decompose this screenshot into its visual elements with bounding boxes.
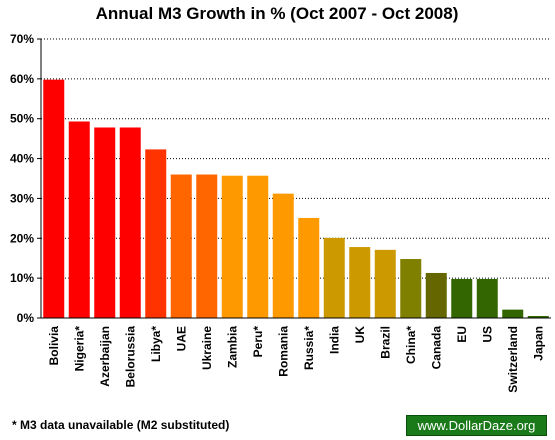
bar [298, 217, 320, 318]
bar [502, 309, 524, 318]
watermark-badge[interactable]: www.DollarDaze.org [406, 415, 547, 436]
y-axis: 0% 10% 20% 30% 40% 50% 60% 70% [10, 32, 42, 325]
y-tick-label: 50% [10, 112, 34, 126]
x-tick-label: UK [353, 326, 367, 344]
x-tick-label: Azerbaijan [98, 326, 112, 387]
x-tick-label: UAE [174, 326, 188, 351]
x-tick-label: Zambia [225, 326, 239, 368]
x-tick-label: Russia* [302, 326, 316, 370]
bar [349, 247, 371, 318]
x-tick-label: Nigeria* [72, 326, 86, 372]
x-tick-label: Switzerland [506, 326, 520, 393]
y-tick-label: 10% [10, 271, 34, 285]
bar [323, 237, 345, 318]
bar [247, 175, 269, 318]
bar [400, 259, 422, 318]
x-tick-label: EU [455, 326, 469, 343]
gridlines [41, 38, 551, 279]
x-tick-label: Japan [531, 326, 545, 361]
bar [272, 193, 294, 318]
bar [425, 272, 447, 318]
m3-growth-chart: Annual M3 Growth in % (Oct 2007 - Oct 20… [10, 4, 551, 393]
y-tick-label: 40% [10, 152, 34, 166]
bars [43, 79, 549, 319]
bar [527, 316, 549, 318]
x-tick-label: Romania [276, 326, 290, 377]
y-tick-label: 0% [17, 311, 35, 325]
bar [451, 278, 473, 318]
bar [145, 149, 167, 318]
footnote: * M3 data unavailable (M2 substituted) [12, 418, 230, 432]
chart-title: Annual M3 Growth in % (Oct 2007 - Oct 20… [96, 4, 459, 23]
x-tick-label: Peru* [251, 326, 265, 358]
bar [94, 127, 116, 319]
x-tick-label: Belorussia [123, 326, 137, 388]
bar [476, 278, 498, 318]
x-tick-label: Brazil [378, 326, 392, 359]
x-tick-label: Libya* [149, 326, 163, 362]
y-tick-label: 70% [10, 32, 34, 46]
bar [119, 127, 141, 319]
bar [68, 121, 90, 318]
bar [170, 174, 192, 318]
x-axis: Bolivia Nigeria* Azerbaijan Belorussia Libya… [41, 317, 551, 393]
y-tick-label: 60% [10, 72, 34, 86]
bar [196, 174, 218, 318]
x-tick-label: Ukraine [200, 326, 214, 370]
x-tick-label: India [327, 326, 341, 354]
y-tick-label: 20% [10, 231, 34, 245]
y-tick-label: 30% [10, 191, 34, 205]
x-tick-label: Canada [429, 326, 443, 370]
x-tick-label: China* [404, 326, 418, 364]
bar [374, 249, 396, 318]
bar [43, 79, 65, 318]
x-tick-label: US [480, 326, 494, 343]
bar [221, 175, 243, 318]
x-tick-label: Bolivia [47, 326, 61, 366]
